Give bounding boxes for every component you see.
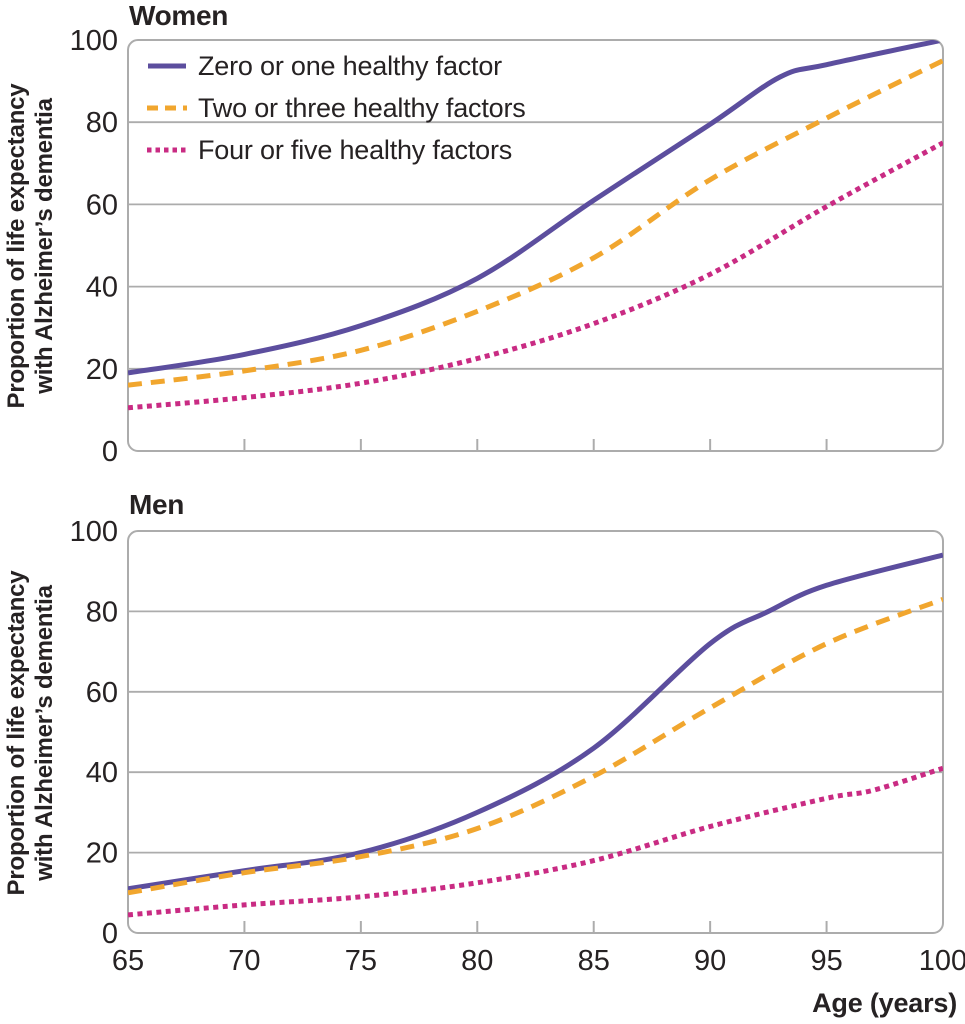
y-tick-label-0: 0 <box>102 918 118 950</box>
solid-line-swatch-icon <box>148 63 186 69</box>
y-axis-label-women: Proportion of life expectancy with Alzhe… <box>3 16 61 476</box>
legend-label: Four or five healthy factors <box>198 134 513 165</box>
x-axis-label: Age (years) <box>812 988 957 1018</box>
x-tick-label-75: 75 <box>345 945 377 977</box>
legend-label: Two or three healthy factors <box>198 92 526 123</box>
y-axis-label-line2: with Alzheimer’s dementia <box>31 98 58 394</box>
panel-women: 0 20 40 60 80 100 <box>70 25 944 468</box>
x-tick-label-90: 90 <box>694 945 726 977</box>
x-tick-label-95: 95 <box>810 945 842 977</box>
series-men-0 <box>128 552 943 892</box>
y-axis-label-line1: Proportion of life expectancy <box>3 570 30 896</box>
series-women-2 <box>128 140 943 411</box>
legend-item-four-or-five: Four or five healthy factors <box>147 129 526 171</box>
plot-frame <box>127 530 944 934</box>
y-tick-label-80: 80 <box>86 596 118 628</box>
y-tick-label-60: 60 <box>86 677 118 709</box>
legend-item-two-or-three: Two or three healthy factors <box>147 87 526 129</box>
series-men-2 <box>128 765 943 918</box>
x-tick-label-100: 100 <box>919 945 965 977</box>
panel-title-men: Men <box>129 489 185 520</box>
y-tick-label-100: 100 <box>70 516 118 548</box>
y-axis-label-men: Proportion of life expectancy with Alzhe… <box>3 503 61 963</box>
legend: Zero or one healthy factor Two or three … <box>147 45 526 171</box>
series-women-1 <box>128 58 943 388</box>
panel-men: 0 20 40 60 80 100 65 70 75 80 85 90 95 100 <box>70 516 965 977</box>
y-tick-label-0: 0 <box>102 436 118 468</box>
x-tick-label-85: 85 <box>578 945 610 977</box>
y-tick-label-100: 100 <box>70 25 118 57</box>
y-tick-label-60: 60 <box>86 189 118 221</box>
legend-item-zero-or-one: Zero or one healthy factor <box>147 45 526 87</box>
y-axis-label-line2: with Alzheimer’s dementia <box>31 585 58 881</box>
series-men-1 <box>128 596 943 896</box>
y-tick-label-80: 80 <box>86 107 118 139</box>
x-tick-label-80: 80 <box>461 945 493 977</box>
y-tick-label-40: 40 <box>86 272 118 304</box>
long-dash-line-swatch-icon <box>147 105 187 111</box>
short-dash-line-swatch-icon <box>147 147 187 153</box>
y-tick-label-20: 20 <box>86 354 118 386</box>
plot-frame <box>127 39 944 452</box>
y-tick-label-40: 40 <box>86 757 118 789</box>
x-tick-label-65: 65 <box>112 945 144 977</box>
y-tick-label-20: 20 <box>86 838 118 870</box>
y-axis-label-line1: Proportion of life expectancy <box>3 83 30 409</box>
panel-title-women: Women <box>129 0 229 31</box>
legend-label: Zero or one healthy factor <box>198 50 502 81</box>
series-women-0 <box>128 40 943 376</box>
x-tick-label-70: 70 <box>228 945 260 977</box>
